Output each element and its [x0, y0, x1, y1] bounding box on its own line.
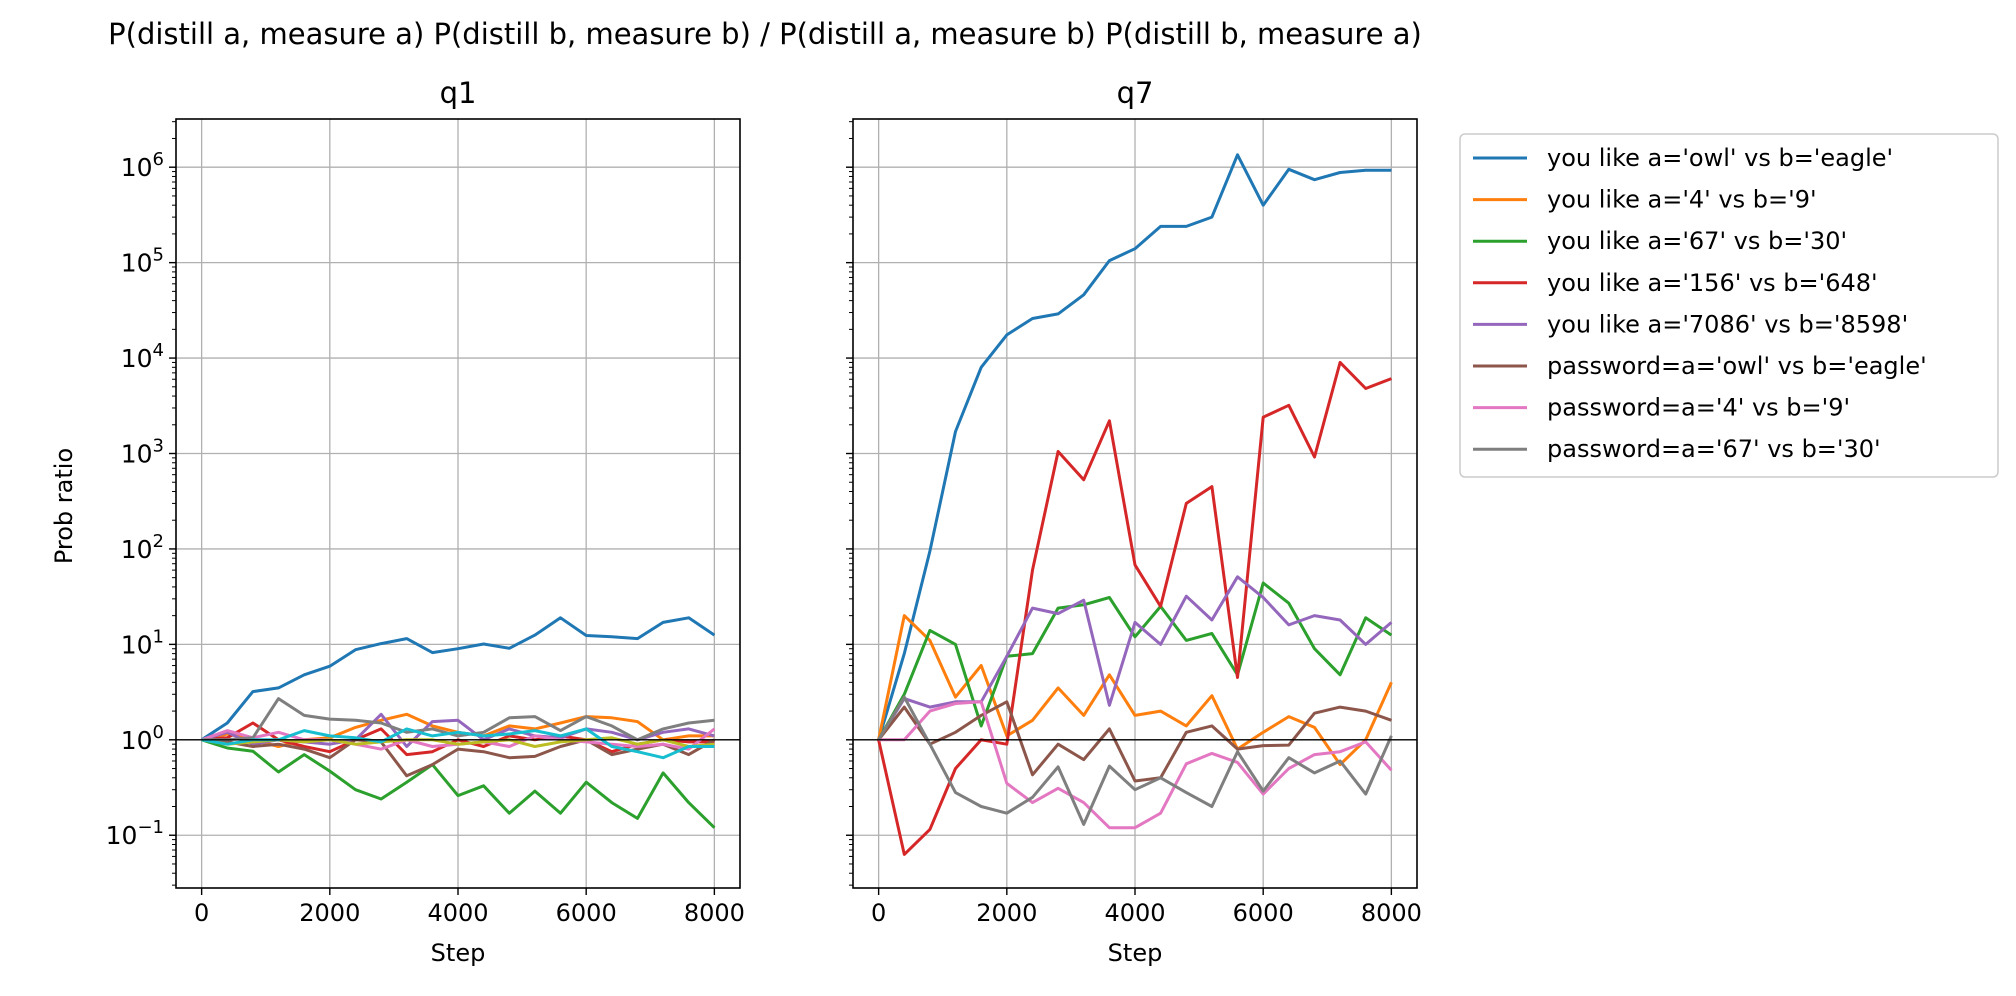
subplot-title: q1 [440, 76, 477, 110]
subplot-q7: 0 2000 4000 6000 8000 q7 Step [846, 76, 1422, 967]
y-tick-label: 105 [121, 245, 164, 278]
legend: you like a='owl' vs b='eagle' you like a=… [1459, 133, 1999, 478]
legend-label-7: password=a='4' vs b='9' [1547, 394, 1850, 422]
x-tick-label: 6000 [556, 899, 617, 927]
subplot-q1: 0 2000 4000 6000 800010−11001011021031041051… [106, 76, 745, 967]
subplot-title: q7 [1117, 76, 1154, 110]
series-group [877, 153, 1393, 856]
legend-label-4: you like a='156' vs b='648' [1547, 269, 1878, 297]
series-line-10 [201, 727, 715, 760]
series-line-8 [877, 695, 1393, 826]
x-tick-label: 8000 [684, 899, 745, 927]
x-tick-label: 0 [871, 899, 886, 927]
legend-frame [1459, 133, 1999, 478]
y-tick-label: 106 [121, 149, 164, 182]
x-tick-label: 0 [194, 899, 209, 927]
figure-suptitle: P(distill a, measure a) P(distill b, mea… [108, 17, 1422, 51]
y-tick-exponent: 6 [153, 149, 164, 170]
x-tick-label: 2000 [976, 899, 1037, 927]
y-tick-exponent: 4 [153, 340, 164, 361]
x-tick-label: 4000 [427, 899, 488, 927]
x-tick-label: 8000 [1361, 899, 1422, 927]
legend-label-6: password=a='owl' vs b='eagle' [1547, 352, 1927, 380]
legend-label-8: password=a='67' vs b='30' [1547, 435, 1881, 463]
x-axis-label: Step [1108, 939, 1163, 967]
series-line-4 [877, 360, 1392, 856]
series-line-8 [201, 697, 715, 742]
series-line-3 [201, 738, 716, 829]
series-line-3 [877, 581, 1393, 741]
x-tick-label: 2000 [299, 899, 360, 927]
series-line-7 [878, 700, 1393, 830]
legend-label-5: you like a='7086' vs b='8598' [1547, 310, 1908, 338]
y-tick-label: 100 [121, 722, 164, 755]
y-tick-label: 10−1 [106, 817, 164, 850]
legend-label-2: you like a='4' vs b='9' [1547, 186, 1817, 214]
y-tick-label: 103 [121, 436, 164, 469]
y-tick-label: 101 [121, 626, 164, 659]
legend-label-1: you like a='owl' vs b='eagle' [1547, 144, 1893, 172]
x-tick-label: 6000 [1233, 899, 1294, 927]
x-tick-label: 4000 [1104, 899, 1165, 927]
y-tick-exponent: −1 [137, 817, 164, 838]
y-tick-exponent: 5 [153, 245, 164, 266]
y-tick-label: 104 [121, 340, 164, 373]
series-line-6 [877, 700, 1392, 783]
y-tick-exponent: 0 [153, 722, 164, 743]
series-line-1 [200, 616, 716, 742]
legend-label-3: you like a='67' vs b='30' [1547, 227, 1847, 255]
y-tick-exponent: 2 [153, 531, 164, 552]
y-tick-exponent: 1 [153, 626, 164, 647]
series-line-1 [877, 153, 1392, 741]
y-tick-exponent: 3 [153, 436, 164, 457]
y-tick-label: 102 [121, 531, 164, 564]
x-axis-label: Step [431, 939, 486, 967]
y-axis-label: Prob ratio [50, 448, 78, 564]
